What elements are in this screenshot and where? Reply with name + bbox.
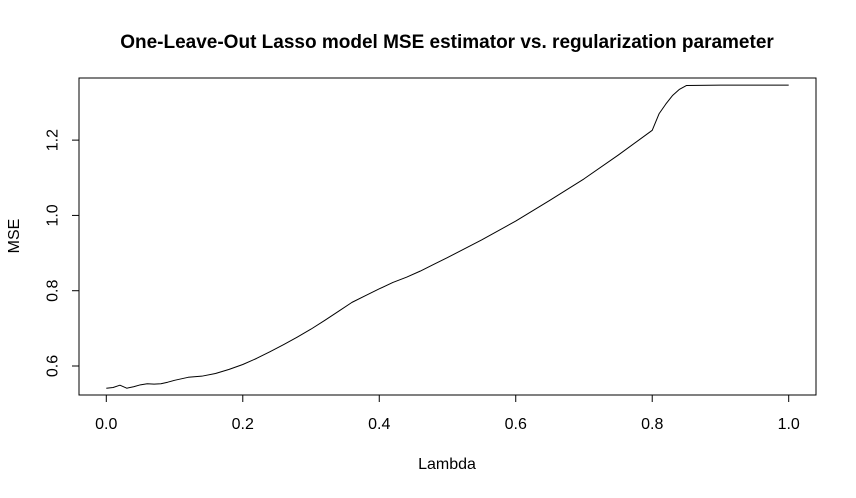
x-tick-label: 0.0 xyxy=(95,416,117,433)
x-tick-label: 0.4 xyxy=(368,416,390,433)
x-tick-label: 0.8 xyxy=(641,416,663,433)
y-tick-label: 0.6 xyxy=(45,355,62,377)
series-group xyxy=(106,84,789,389)
x-tick-label: 1.0 xyxy=(778,416,800,433)
y-tick-label: 1.2 xyxy=(45,129,62,151)
x-tick-label: 0.2 xyxy=(232,416,254,433)
y-axis: 0.6 0.8 1.0 1.2 xyxy=(45,129,80,377)
chart-title: One-Leave-Out Lasso model MSE estimator … xyxy=(120,32,774,53)
y-axis-label: MSE xyxy=(6,219,23,254)
mse-series-line xyxy=(106,84,789,389)
x-axis-label: Lambda xyxy=(418,456,476,473)
x-axis: 0.0 0.2 0.4 0.6 0.8 1.0 xyxy=(95,394,800,433)
y-tick-label: 0.8 xyxy=(45,279,62,301)
x-tick-label: 0.6 xyxy=(505,416,527,433)
plot-area-border xyxy=(78,77,817,396)
y-tick-label: 1.0 xyxy=(45,204,62,226)
